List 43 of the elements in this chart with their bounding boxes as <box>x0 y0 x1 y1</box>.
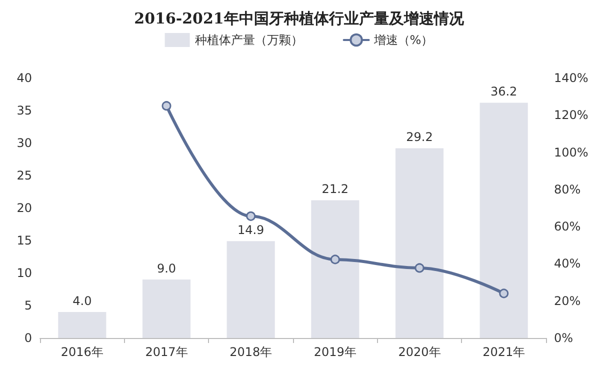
y-tick-label: 35 <box>16 104 32 118</box>
y-tick-label: 10 <box>16 266 32 280</box>
y2-tick-label: 140% <box>554 71 588 85</box>
x-tick-label: 2020年 <box>398 345 441 359</box>
point <box>330 254 340 264</box>
y-tick-label: 40 <box>16 71 32 85</box>
point <box>414 263 424 273</box>
y2-tick-label: 60% <box>554 220 581 234</box>
y-tick-label: 15 <box>16 234 32 248</box>
y2-tick-label: 20% <box>554 294 581 308</box>
bar <box>226 241 275 338</box>
y-tick-label: 5 <box>24 298 32 312</box>
x-tick-label: 2017年 <box>145 345 188 359</box>
bar <box>395 148 444 338</box>
y-tick-label: 0 <box>24 331 32 345</box>
legend-label: 种植体产量（万颗） <box>194 33 303 47</box>
y-tick-label: 20 <box>16 201 32 215</box>
data-label: 9.0 <box>156 262 176 276</box>
x-tick-label: 2016年 <box>60 345 104 359</box>
y2-tick-label: 100% <box>554 145 588 160</box>
bar <box>58 312 106 338</box>
x-tick-label: 2021年 <box>482 345 526 359</box>
data-label: 14.9 <box>237 223 264 238</box>
data-label: 21.2 <box>322 182 349 196</box>
x-tick-label: 2019年 <box>314 345 356 359</box>
x-tick-label: 2018年 <box>230 345 272 359</box>
point <box>499 288 509 298</box>
data-label: 4.0 <box>72 294 92 308</box>
bar <box>480 102 528 338</box>
y2-tick-label: 120% <box>554 108 588 122</box>
y2-tick-label: 0% <box>554 331 574 345</box>
legend-label: 增速（%） <box>372 33 434 47</box>
chart-title: 2016-2021年中国牙种植体行业产量及增速情况 <box>134 10 465 28</box>
y-tick-label: 30 <box>16 136 32 150</box>
y2-tick-label: 80% <box>554 182 581 196</box>
data-label: 36.2 <box>490 84 518 99</box>
data-label: 29.2 <box>406 130 433 144</box>
point <box>162 101 172 111</box>
y-tick-label: 25 <box>16 168 32 182</box>
y2-tick-label: 40% <box>554 256 581 271</box>
bar <box>142 280 191 338</box>
bar <box>311 200 360 338</box>
point <box>246 211 256 221</box>
